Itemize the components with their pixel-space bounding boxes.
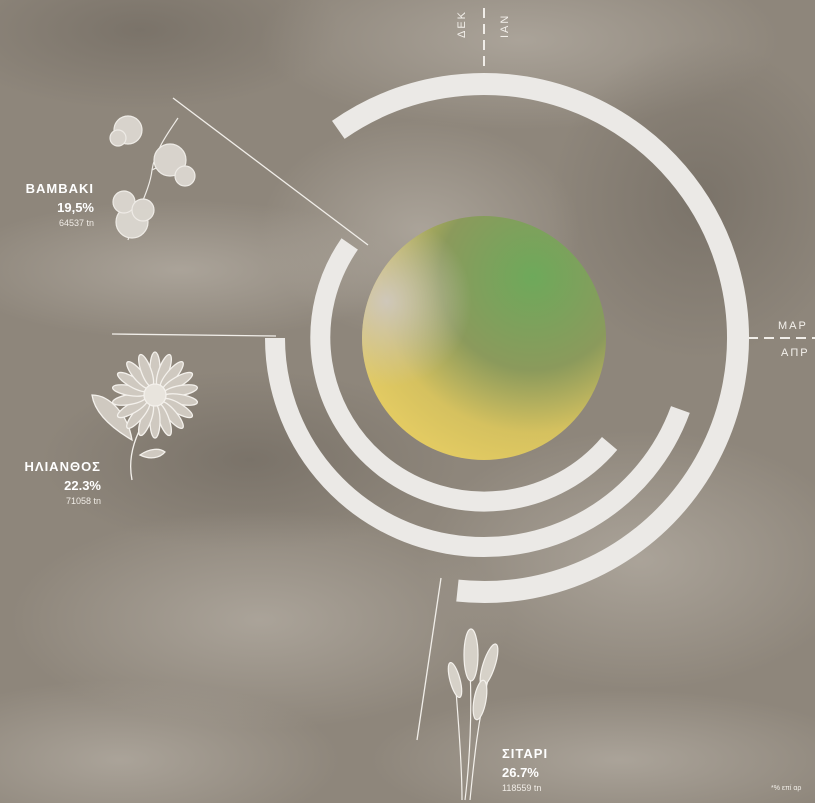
series-percent-cotton: 19,5%: [57, 200, 94, 215]
series-name-wheat: ΣΙΤΑΡΙ: [502, 746, 549, 761]
month-label-dec: ΔΕΚ: [456, 9, 468, 38]
ring-sunflower: [265, 337, 690, 557]
series-percent-sunflower: 22.3%: [64, 478, 101, 493]
ring-cotton: [310, 238, 618, 512]
cotton-icon: [109, 115, 196, 241]
sunflower-icon: [91, 351, 199, 481]
ring-wheat: [332, 73, 749, 603]
series-tonnes-wheat: 118559 tn: [502, 783, 542, 793]
wheat-icon: [447, 628, 499, 801]
series-tonnes-cotton: 64537 tn: [58, 218, 94, 228]
leader-line-cotton: [172, 97, 369, 246]
series-tonnes-sunflower: 71058 tn: [65, 496, 101, 506]
month-label-jan: ΙΑΝ: [499, 13, 511, 38]
month-label-apr: ΑΠΡ: [781, 347, 810, 359]
month-label-mar: ΜΑΡ: [778, 320, 808, 332]
series-name-cotton: ΒΑΜΒΑΚΙ: [25, 181, 94, 196]
leader-line-wheat: [416, 577, 442, 741]
label-cotton: ΒΑΜΒΑΚΙ 19,5% 64537 tn: [0, 181, 94, 228]
leader-line-sunflower: [111, 333, 277, 337]
footnote: *% επί αρ: [771, 785, 802, 792]
label-sunflower: ΗΛΙΑΝΘΟΣ 22.3% 71058 tn: [0, 459, 101, 506]
series-name-sunflower: ΗΛΙΑΝΘΟΣ: [24, 459, 101, 474]
center-haze: [362, 216, 606, 460]
series-percent-wheat: 26.7%: [502, 765, 539, 780]
label-wheat: ΣΙΤΑΡΙ 26.7% 118559 tn: [502, 746, 602, 793]
